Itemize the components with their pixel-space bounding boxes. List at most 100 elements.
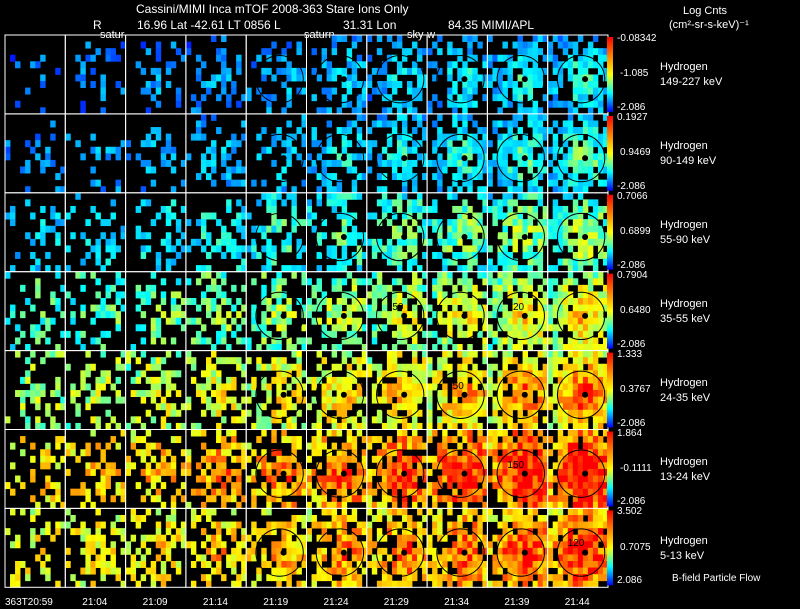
heatmap-pixel	[100, 495, 106, 503]
heatmap-pixel	[552, 278, 559, 286]
heatmap-pixel	[85, 528, 91, 536]
heatmap-pixel	[30, 304, 36, 312]
heatmap-pixel	[492, 416, 498, 424]
heatmap-pixel	[592, 495, 599, 503]
heatmap-pixel	[567, 225, 574, 233]
heatmap-pixel	[542, 212, 549, 220]
heatmap-pixel	[65, 521, 71, 529]
heatmap-pixel	[346, 238, 353, 246]
heatmap-pixel	[407, 541, 413, 549]
heatmap-pixel	[200, 291, 207, 299]
heatmap-pixel	[221, 146, 227, 154]
heatmap-pixel	[522, 251, 528, 259]
heatmap-pixel	[286, 396, 292, 404]
heatmap-pixel	[221, 173, 227, 181]
heatmap-pixel	[336, 422, 343, 430]
heatmap-pixel	[316, 422, 322, 430]
heatmap-pixel	[296, 376, 302, 384]
heatmap-pixel	[80, 284, 86, 292]
heatmap-pixel	[502, 363, 508, 371]
heatmap-pixel	[271, 357, 277, 365]
heatmap-pixel	[40, 317, 46, 325]
heatmap-pixel	[216, 383, 222, 391]
heatmap-pixel	[150, 416, 157, 424]
heatmap-pixel	[361, 100, 368, 108]
heatmap-pixel	[40, 561, 46, 568]
heatmap-pixel	[216, 488, 222, 496]
heatmap-pixel	[331, 514, 338, 522]
heatmap-pixel	[572, 146, 579, 154]
heatmap-pixel	[472, 298, 478, 305]
heatmap-pixel	[216, 429, 222, 437]
heatmap-pixel	[452, 455, 458, 463]
heatmap-pixel	[35, 501, 41, 509]
heatmap-pixel	[326, 74, 333, 82]
heatmap-pixel	[391, 521, 398, 529]
heatmap-pixel	[401, 482, 408, 490]
heatmap-pixel	[522, 455, 528, 463]
heatmap-pixel	[251, 468, 257, 476]
heatmap-pixel	[200, 245, 207, 253]
heatmap-pixel	[150, 442, 157, 450]
heatmap-pixel	[577, 238, 584, 246]
heatmap-pixel	[452, 192, 458, 200]
heatmap-pixel	[467, 179, 473, 187]
heatmap-pixel	[15, 350, 21, 358]
heatmap-pixel	[442, 344, 448, 351]
heatmap-pixel	[401, 396, 408, 404]
heatmap-pixel	[557, 74, 564, 82]
heatmap-pixel	[120, 396, 126, 404]
heatmap-pixel	[371, 514, 378, 522]
heatmap-pixel	[407, 67, 413, 75]
heatmap-pixel	[517, 298, 523, 305]
heatmap-pixel	[376, 468, 383, 476]
heatmap-pixel	[381, 482, 388, 490]
heatmap-pixel	[286, 120, 292, 128]
heatmap-pixel	[407, 482, 413, 490]
heatmap-pixel	[527, 94, 534, 102]
heatmap-pixel	[125, 547, 132, 555]
heatmap-pixel	[527, 87, 534, 95]
heatmap-pixel	[417, 396, 423, 404]
heatmap-pixel	[80, 81, 86, 88]
heatmap-pixel	[296, 534, 302, 542]
heatmap-pixel	[100, 265, 106, 273]
heatmap-pixel	[442, 245, 448, 253]
heatmap-pixel	[140, 541, 147, 549]
heatmap-pixel	[467, 436, 473, 444]
heatmap-pixel	[135, 561, 142, 568]
heatmap-pixel	[125, 153, 132, 161]
heatmap-pixel	[442, 166, 448, 174]
heatmap-pixel	[597, 67, 604, 75]
heatmap-pixel	[597, 462, 604, 470]
planet-marker	[401, 391, 408, 398]
heatmap-pixel	[492, 120, 498, 128]
heatmap-pixel	[341, 146, 348, 154]
heatmap-pixel	[55, 238, 61, 246]
heatmap-pixel	[467, 429, 473, 437]
heatmap-pixel	[452, 462, 458, 470]
heatmap-pixel	[75, 403, 81, 411]
heatmap-pixel	[477, 534, 483, 542]
heatmap-pixel	[381, 245, 388, 253]
heatmap-pixel	[341, 403, 348, 411]
heatmap-pixel	[597, 390, 604, 398]
heatmap-pixel	[582, 48, 589, 56]
heatmap-pixel	[522, 324, 528, 332]
heatmap-pixel	[462, 396, 468, 404]
heatmap-pixel	[306, 278, 312, 286]
heatmap-pixel	[251, 324, 257, 332]
heatmap-pixel	[25, 166, 31, 174]
heatmap-pixel	[477, 409, 483, 417]
heatmap-pixel	[206, 547, 212, 555]
heatmap-pixel	[477, 330, 483, 338]
heatmap-pixel	[522, 67, 528, 75]
heatmap-pixel	[50, 159, 56, 167]
heatmap-pixel	[296, 383, 302, 391]
heatmap-pixel	[206, 284, 212, 292]
heatmap-pixel	[587, 442, 594, 450]
heatmap-pixel	[562, 390, 569, 398]
heatmap-pixel	[532, 541, 539, 549]
heatmap-pixel	[437, 416, 443, 424]
heatmap-pixel	[361, 357, 368, 365]
